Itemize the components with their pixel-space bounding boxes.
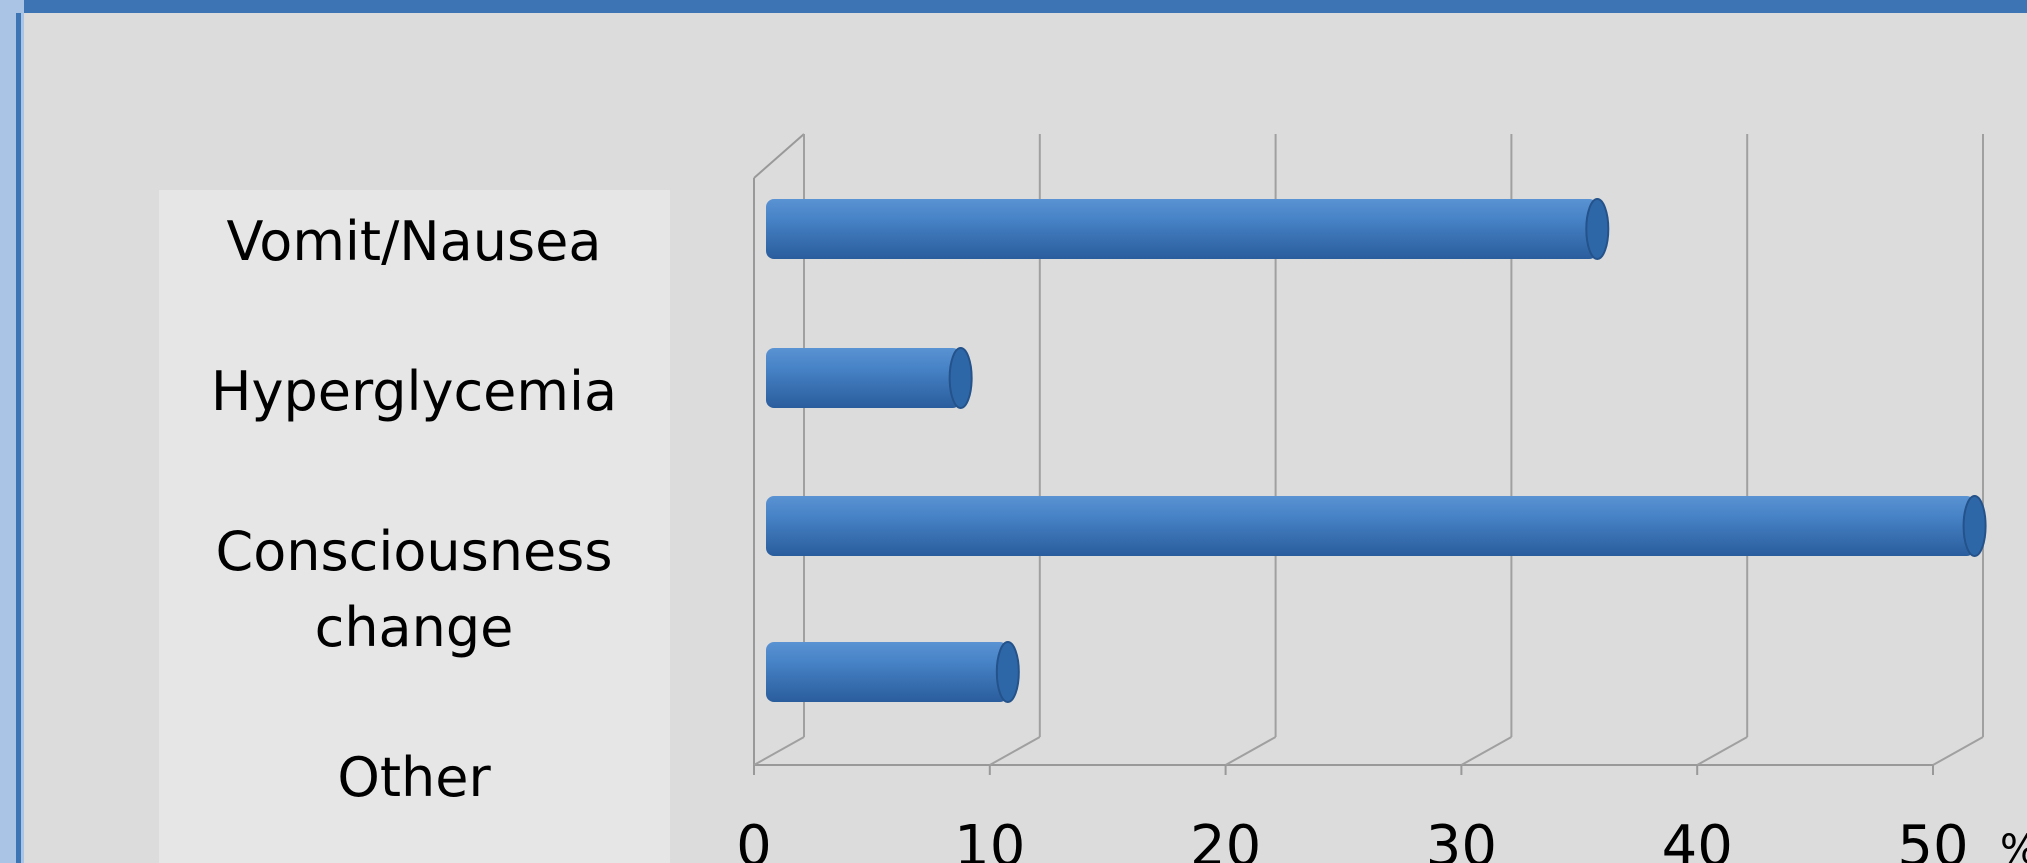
x-tick-label: 10 (954, 814, 1025, 863)
bar-cap (1585, 198, 1610, 260)
bar-body (766, 642, 1008, 702)
floor-grid-line (1932, 736, 1984, 766)
bar (766, 495, 1987, 557)
y-tick-label: Vomit/Nausea (226, 210, 602, 273)
x-tick-label: 20 (1190, 814, 1261, 863)
bar-body (766, 348, 961, 408)
y-tick-label: Hyperglycemia (210, 360, 618, 423)
top-border (0, 0, 2027, 13)
floor-grid-line (753, 736, 805, 766)
bar-body (766, 199, 1598, 259)
y-tick-label: Consciousness change (215, 520, 613, 659)
floor-grid-line (1225, 736, 1277, 766)
x-tick-label: 50 (1897, 814, 1968, 863)
bar-body (766, 496, 1975, 556)
bar-cap (1962, 495, 1987, 557)
floor-grid-line (1460, 736, 1512, 766)
bar-cap (948, 347, 973, 409)
floor-grid-line (989, 736, 1041, 766)
x-tick-label: 30 (1426, 814, 1497, 863)
y-tick-label: Other (337, 746, 491, 809)
left-border-line (16, 13, 21, 863)
bar (766, 641, 1020, 703)
x-tick-label: 0 (736, 814, 772, 863)
x-tick-label: 40 (1662, 814, 1733, 863)
floor-grid-line (1696, 736, 1748, 766)
label-panel (159, 190, 670, 863)
bar-cap (995, 641, 1020, 703)
bar (766, 198, 1610, 260)
bar (766, 347, 973, 409)
left-wall-top (753, 133, 805, 179)
x-axis-label: % (2000, 827, 2027, 863)
